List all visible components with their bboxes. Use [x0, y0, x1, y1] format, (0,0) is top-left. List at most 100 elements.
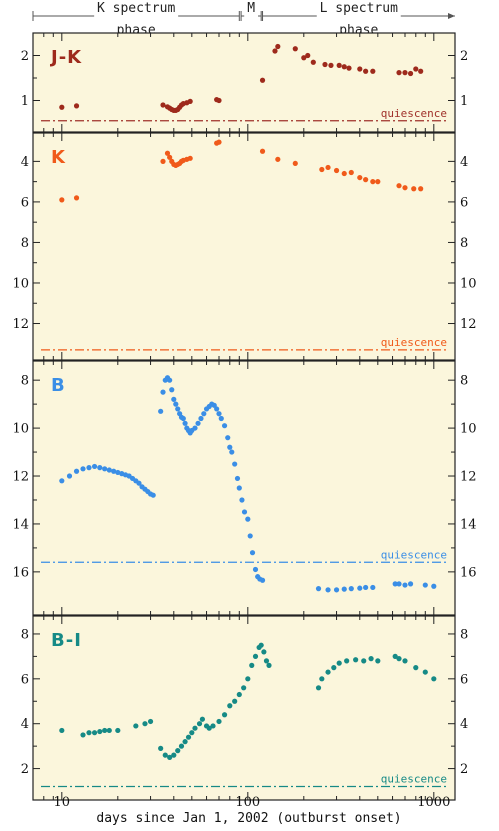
data-point	[402, 70, 408, 76]
data-point	[185, 734, 192, 740]
data-point	[275, 156, 281, 162]
data-point	[210, 723, 216, 729]
data-point	[249, 662, 255, 668]
quiescence-label: quiescence	[381, 548, 447, 561]
data-point	[402, 582, 408, 588]
data-point	[348, 169, 354, 176]
data-point	[180, 415, 186, 422]
data-point	[252, 566, 259, 573]
data-point	[301, 55, 307, 61]
y-tick-label-right: 16	[460, 565, 477, 580]
data-point	[162, 752, 168, 758]
data-point	[182, 420, 188, 426]
y-tick-label-left: 8	[21, 374, 29, 389]
data-point	[396, 183, 402, 189]
panel-b: 8 8 10 10 12 12 14 14 16 16 quiescence B	[12, 360, 477, 616]
data-point	[411, 186, 417, 192]
data-point	[357, 585, 363, 591]
data-point	[322, 61, 328, 68]
data-point	[59, 197, 65, 203]
data-point	[160, 158, 166, 164]
data-point	[292, 46, 298, 52]
x-axis: 10 100 1000	[54, 795, 451, 810]
y-tick-label-left: 1	[21, 94, 29, 109]
panel-jk: 1 1 2 2 quiescence J-K	[21, 32, 468, 133]
data-point	[97, 465, 103, 471]
data-point	[59, 478, 65, 484]
y-tick-label-left: 16	[12, 565, 29, 580]
data-point	[375, 179, 381, 185]
data-point	[236, 691, 242, 698]
panel-frame	[32, 132, 456, 361]
data-point	[142, 721, 148, 727]
y-tick-label-right: 6	[460, 195, 468, 210]
data-point	[370, 584, 376, 591]
data-point	[418, 68, 424, 74]
data-point	[227, 444, 233, 450]
y-tick-label-right: 8	[460, 627, 468, 642]
data-point	[266, 662, 272, 668]
data-point	[402, 185, 408, 191]
quiescence-label: quiescence	[381, 107, 447, 120]
data-point	[214, 406, 220, 412]
data-point	[102, 466, 108, 472]
data-point	[115, 469, 121, 476]
data-point	[216, 718, 222, 725]
data-point	[91, 463, 98, 470]
data-point	[201, 411, 207, 417]
y-tick-label-right: 4	[460, 155, 468, 170]
data-point	[169, 387, 175, 393]
panel-label: K	[51, 147, 66, 168]
y-tick-label-left: 14	[12, 517, 29, 532]
panel-frame	[32, 615, 456, 801]
data-point	[164, 150, 171, 156]
panel-frame	[32, 32, 456, 133]
data-point	[348, 586, 354, 592]
data-point	[252, 653, 259, 659]
data-point	[167, 377, 173, 383]
data-point	[206, 725, 212, 731]
data-point	[86, 730, 92, 736]
data-point	[73, 103, 80, 109]
data-point	[402, 658, 408, 664]
panel-frame	[32, 360, 456, 616]
data-point	[413, 66, 419, 72]
data-point	[136, 480, 142, 486]
y-tick-label-right: 4	[460, 717, 468, 732]
data-point	[396, 70, 402, 76]
data-point	[325, 587, 331, 593]
y-tick-label-right: 12	[460, 317, 477, 332]
panel-k: 4 4 6 6 8 8 10 10 12 12 quiescence K	[12, 132, 477, 361]
y-tick-label-left: 6	[21, 195, 29, 210]
data-point	[115, 727, 121, 734]
y-tick-label-right: 6	[460, 672, 468, 687]
data-point	[167, 754, 173, 760]
data-point	[361, 658, 367, 664]
data-point	[346, 65, 352, 71]
data-point	[363, 68, 369, 74]
data-point	[73, 195, 80, 201]
phase-label-bg	[316, 1, 401, 19]
data-point	[263, 658, 270, 664]
data-point	[259, 77, 266, 83]
data-point	[363, 177, 369, 183]
data-point	[216, 97, 222, 104]
y-tick-label-left: 4	[21, 155, 29, 170]
data-point	[106, 467, 112, 473]
data-point	[336, 62, 342, 68]
data-point	[147, 718, 154, 725]
phase-arrowhead	[448, 13, 455, 19]
data-point	[160, 102, 166, 108]
y-tick-label-left: 4	[21, 717, 29, 732]
data-point	[234, 475, 241, 482]
data-point	[102, 727, 108, 734]
data-point	[413, 665, 419, 671]
data-point	[171, 752, 177, 758]
data-point	[422, 669, 428, 675]
data-point	[218, 415, 224, 422]
data-point	[160, 389, 166, 395]
data-point	[258, 642, 264, 648]
data-point	[396, 581, 402, 587]
